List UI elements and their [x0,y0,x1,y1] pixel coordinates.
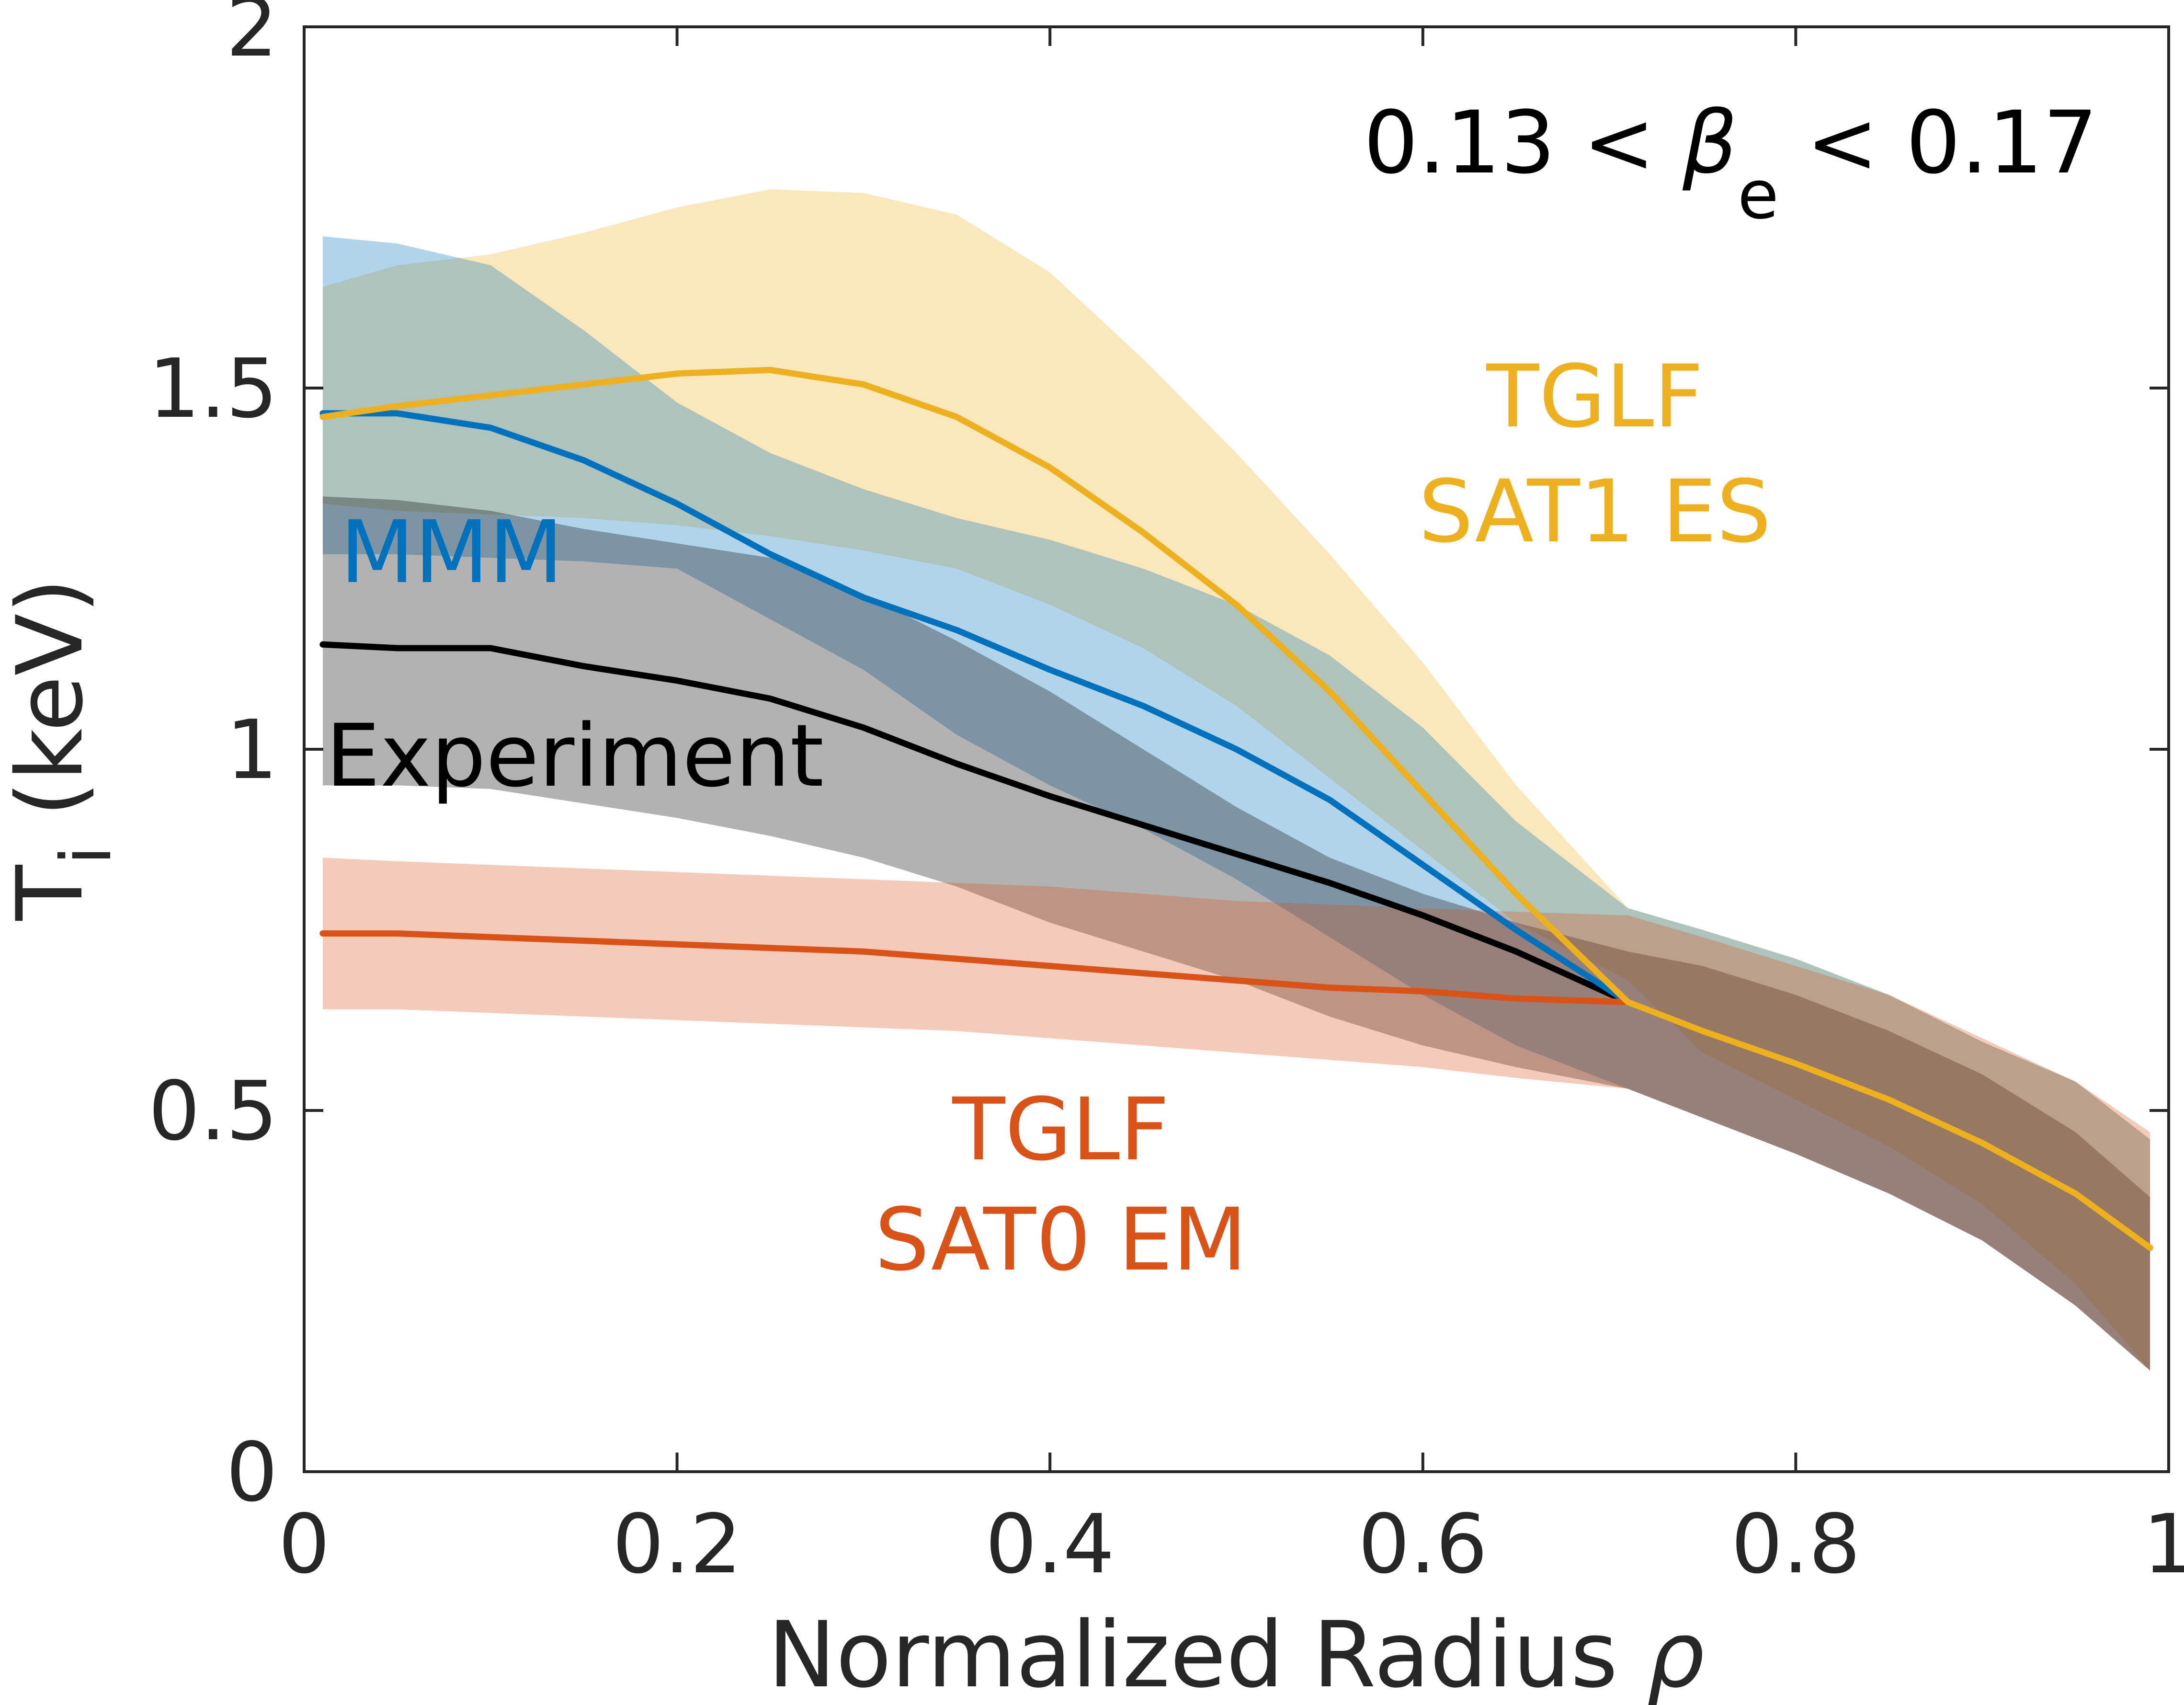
x-tick-label: 0.6 [1358,1497,1488,1592]
label-experiment: Experiment [326,706,824,806]
series-lines [319,366,2153,1251]
label-tglf-sat1-es-line1: TGLF [1486,347,1703,447]
band-experiment [322,496,2150,1371]
beta-annotation-prefix: 0.13 < [1364,93,1683,193]
label-tglf-sat1-es-line2: SAT1 ES [1419,462,1771,562]
beta-symbol: β [1682,93,1738,193]
axis-ticks: 0 0.2 0.4 0.6 0.8 1 0 0.5 1 1.5 2 [148,0,2184,1592]
y-tick-label: 0 [226,1425,278,1520]
label-tglf-sat0-em-line2: SAT0 EM [875,1190,1247,1290]
x-axis-label-text: Normalized Radius [768,1602,1647,1705]
y-axis-label-units: (keV) [0,578,103,846]
x-tick-label: 0.4 [985,1497,1115,1592]
label-tglf-sat0-em-line1: TGLF [952,1080,1169,1180]
beta-subscript: e [1738,156,1779,234]
uncertainty-bands [322,189,2150,1371]
y-tick-label: 0.5 [148,1064,278,1159]
line-tglf-sat1-es [319,366,2153,1251]
y-axis-label: Ti (keV) [0,578,127,921]
band-mmm [322,236,2150,1371]
label-mmm: MMM [340,503,563,603]
band-tglf-sat1-es [322,189,2150,1371]
beta-annotation-suffix: < 0.17 [1779,93,2098,193]
x-tick-label: 0.2 [612,1497,741,1592]
x-tick-label: 0 [278,1497,330,1592]
y-axis-label-subscript: i [46,846,127,865]
x-tick-label: 0.8 [1731,1497,1860,1592]
y-tick-label: 2 [226,0,278,75]
y-axis-label-t: T [0,865,103,921]
rho-symbol: ρ [1647,1602,1705,1705]
y-tick-label: 1.5 [148,342,278,436]
x-tick-label: 1 [2143,1497,2184,1592]
x-axis-label: Normalized Radius ρ [768,1602,1705,1705]
beta-range-annotation: 0.13 < βe < 0.17 [1364,93,2098,234]
band-tglf-sat0-em [322,858,2150,1371]
y-tick-label: 1 [226,703,278,798]
